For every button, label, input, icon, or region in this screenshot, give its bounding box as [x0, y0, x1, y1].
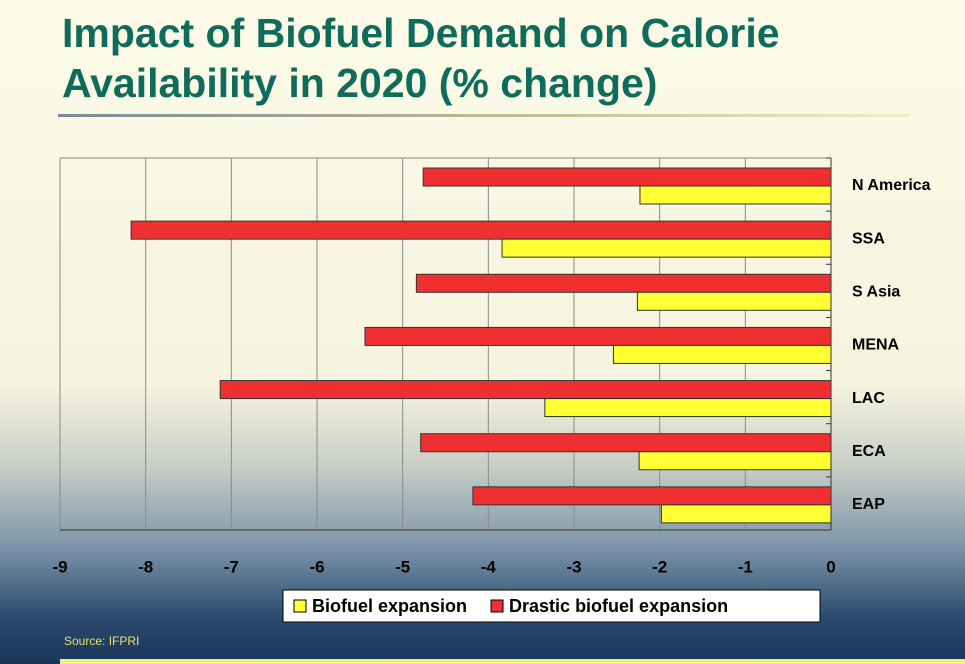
bar [636, 291, 832, 311]
category-label: EAP [852, 496, 885, 513]
x-tick-label: -6 [309, 557, 324, 576]
title-rule [58, 114, 910, 117]
bar [638, 451, 832, 471]
x-tick-label: -8 [138, 557, 153, 576]
source-note: Source: IFPRI [64, 634, 140, 648]
x-tick-label: -9 [52, 557, 67, 576]
bar [364, 326, 832, 346]
footer-bar [60, 659, 965, 664]
legend-swatch [490, 599, 504, 613]
legend-swatch [293, 599, 307, 613]
x-tick-label: -2 [652, 557, 667, 576]
bar [420, 433, 832, 453]
x-tick-label: -4 [481, 557, 497, 576]
x-tick-label: -3 [566, 557, 581, 576]
category-label: MENA [852, 337, 900, 354]
bar [660, 504, 832, 524]
bar [544, 398, 832, 418]
category-label: ECA [852, 443, 886, 460]
bar [422, 167, 832, 187]
bar [639, 185, 832, 205]
legend-label: Biofuel expansion [312, 596, 467, 616]
category-label: N America [852, 177, 931, 194]
x-tick-label: -1 [738, 557, 753, 576]
x-tick-label: 0 [826, 557, 835, 576]
bar [612, 344, 832, 364]
x-tick-label: -5 [395, 557, 410, 576]
bar [415, 273, 832, 293]
bar [472, 486, 832, 506]
legend-box [282, 589, 821, 623]
category-label: LAC [852, 390, 885, 407]
legend-label: Drastic biofuel expansion [509, 596, 728, 616]
bar [501, 238, 832, 258]
category-label: SSA [852, 230, 885, 247]
category-label: S Asia [852, 284, 900, 301]
x-tick-label: -7 [224, 557, 239, 576]
bar [219, 380, 832, 400]
bar [130, 220, 832, 240]
chart-title: Impact of Biofuel Demand on Calorie Avai… [62, 10, 780, 106]
